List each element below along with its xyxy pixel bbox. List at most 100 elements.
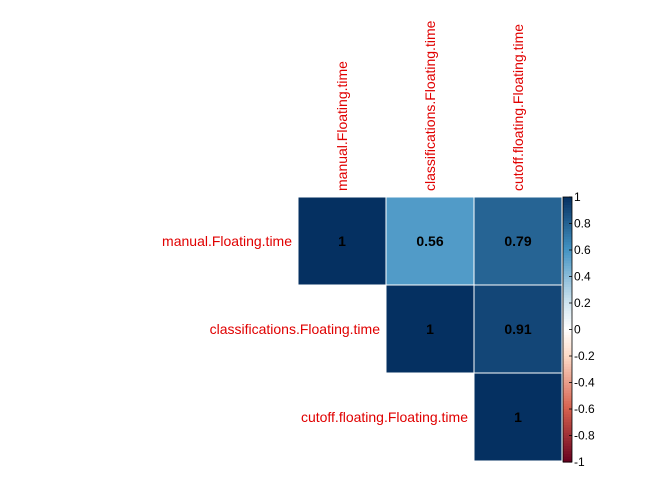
colorbar-band [563,207,572,211]
colorbar-band [563,358,572,362]
colorbar-band [563,273,572,278]
colorbar-band [563,334,572,339]
colorbar-band [563,321,572,325]
colorbar-band [563,363,572,368]
colorbar-band [563,308,572,312]
colorbar-band [563,231,572,235]
colorbar-tick-label: -0.8 [574,429,595,443]
row-label-0: manual.Floating.time [162,233,292,249]
colorbar-band [563,268,572,272]
colorbar-band [563,371,572,376]
colorbar-band [563,393,572,397]
colorbar-band [563,348,572,352]
colorbar-band [563,427,572,431]
colorbar-band [563,419,572,423]
colorbar-band [563,390,572,394]
colorbar: 1 0.8 0.6 0.4 0.2 0 -0.2 -0.4 -0.6 -0.8 -1 [562,190,595,469]
colorbar-tick-label: -0.4 [574,376,595,390]
colorbar-band [563,366,572,370]
colorbar-band [563,430,572,434]
colorbar-band [563,271,572,275]
colorbar-band [563,263,572,267]
colorbar-band [563,374,572,378]
colorbar-band [563,313,572,317]
colorbar-band [563,387,572,392]
colorbar-tick-label: 0.6 [574,243,591,257]
colorbar-band [563,297,572,301]
cell-value-r0-c0: 1 [338,233,346,249]
colorbar-band [563,226,572,230]
colorbar-band [563,252,572,256]
column-label-2: cutoff.floating.Floating.time [510,24,526,191]
colorbar-tick-label: -0.6 [574,402,595,416]
colorbar-band [563,215,572,219]
cell-group [297,196,563,462]
colorbar-band [563,289,572,293]
colorbar-band [563,382,572,386]
colorbar-band [563,406,572,410]
cell-value-r2-c2: 1 [514,409,522,425]
colorbar-band [563,250,572,254]
colorbar-band [563,409,572,413]
colorbar-band [563,276,572,280]
colorbar-band [563,326,572,331]
colorbar-band [563,295,572,299]
colorbar-band [563,395,572,399]
colorbar-band [563,385,572,389]
colorbar-tick-label: 0.8 [574,217,591,231]
colorbar-band [563,220,572,225]
colorbar-band [563,210,572,214]
colorbar-band [563,443,572,447]
colorbar-band [563,303,572,307]
colorbar-band [563,265,572,270]
colorbar-band [563,435,572,439]
colorbar-band [563,223,572,227]
colorbar-band [563,332,572,336]
colorbar-band [563,329,572,333]
cell-r0-c2 [473,196,563,286]
colorbar-band [563,236,572,240]
colorbar-band [563,414,572,418]
row-label-2: cutoff.floating.Floating.time [301,409,468,425]
colorbar-band [563,342,572,346]
colorbar-tick-label: -1 [574,455,585,469]
colorbar-band [563,353,572,357]
colorbar-band [563,345,572,349]
row-label-1: classifications.Floating.time [210,321,381,337]
colorbar-band [563,456,572,460]
colorbar-band [563,416,572,421]
colorbar-band [563,324,572,328]
colorbar-band [563,244,572,248]
column-label-1: classifications.Floating.time [422,20,438,191]
cell-r0-c0 [297,196,387,286]
colorbar-band [563,424,572,429]
colorbar-band [563,398,572,402]
cell-r2-c2 [473,372,563,462]
cell-r0-c1 [385,196,475,286]
cell-value-r0-c2: 0.79 [504,233,531,249]
colorbar-band [563,204,572,209]
colorbar-band [563,212,572,217]
colorbar-band [563,281,572,286]
cell-value-r1-c1: 1 [426,321,434,337]
colorbar-band [563,369,572,373]
colorbar-band [563,446,572,450]
cell-r1-c1 [385,284,475,374]
colorbar-band [563,361,572,365]
cell-r1-c2 [473,284,563,374]
colorbar-band [563,379,572,384]
colorbar-band [563,316,572,320]
colorbar-band [563,356,572,360]
colorbar-band [563,438,572,442]
colorbar-band [563,401,572,405]
colorbar-band [563,451,572,455]
colorbar-band [563,318,572,323]
colorbar-band [563,255,572,259]
colorbar-band [563,403,572,407]
colorbar-band [563,257,572,262]
colorbar-band [563,260,572,264]
colorbar-band [563,242,572,246]
colorbar-tick-label: 0.4 [574,270,591,284]
cell-value-r1-c2: 0.91 [504,321,531,337]
